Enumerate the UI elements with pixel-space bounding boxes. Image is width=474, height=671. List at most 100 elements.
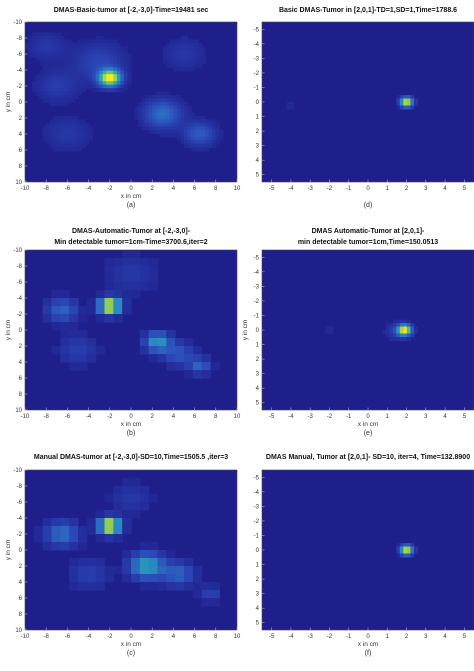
heatmap-cell	[166, 95, 171, 100]
heatmap-cell	[95, 534, 106, 543]
heatmap-cell	[123, 60, 129, 65]
heatmap-cell	[78, 84, 83, 89]
heatmap-cell	[131, 558, 141, 567]
heatmap-cell	[194, 46, 199, 51]
heatmap-cell	[173, 46, 178, 51]
heatmap-cell	[78, 314, 88, 323]
heatmap-cell	[95, 70, 100, 75]
heatmap-cell	[139, 574, 150, 583]
heatmap-cell	[410, 543, 415, 548]
heatmap-cell	[74, 115, 79, 120]
heatmap-cell	[120, 77, 125, 82]
heatmap-cell	[78, 77, 83, 82]
heatmap-cell	[102, 63, 107, 68]
heatmap-cell	[86, 354, 97, 363]
x-axis-label: x in cm	[121, 421, 142, 428]
heatmap-cell	[53, 143, 58, 148]
heatmap-cell	[176, 95, 182, 100]
heatmap-cell	[74, 133, 79, 138]
heatmap-cell	[69, 526, 79, 535]
heatmap-cell	[67, 74, 72, 79]
heatmap-cell	[42, 526, 53, 535]
heatmap-cell	[187, 49, 192, 54]
heatmap-cell	[70, 147, 76, 152]
heatmap-cell	[113, 494, 123, 503]
panel-label: (c)	[127, 650, 135, 657]
heatmap-cell	[176, 133, 182, 138]
heatmap-cell	[60, 354, 70, 363]
heatmap-cell	[176, 105, 182, 110]
heatmap-cell	[212, 133, 217, 138]
heatmap-cell	[131, 274, 141, 283]
heatmap-cell	[60, 91, 65, 96]
heatmap-cell	[63, 102, 68, 107]
heatmap-cell	[410, 330, 415, 335]
heatmap-cell	[63, 81, 68, 86]
heatmap-cell	[180, 115, 185, 120]
heatmap-cell	[162, 108, 167, 114]
heatmap-cell	[49, 102, 54, 107]
heatmap-cell	[389, 323, 394, 328]
chart-title: DMAS Automatic-Tumor at [2,0,1]-	[312, 228, 425, 235]
heatmap-cell	[159, 98, 164, 103]
heatmap-cell	[406, 546, 411, 551]
plot-background	[262, 470, 474, 630]
heatmap-cell	[95, 60, 100, 65]
heatmap-cell	[42, 126, 47, 131]
heatmap-cell	[159, 126, 164, 131]
x-tick-label: 2	[151, 186, 155, 192]
heatmap-cell	[116, 56, 121, 61]
heatmap-cell	[157, 550, 167, 559]
heatmap-cell	[88, 46, 93, 51]
heatmap-cell	[35, 56, 40, 61]
heatmap-cell	[32, 88, 37, 93]
heatmap-cell	[28, 53, 33, 58]
heatmap-cell	[53, 56, 58, 61]
y-tick-label: 6	[19, 596, 23, 602]
heatmap-cell	[413, 330, 419, 335]
plot-background	[262, 22, 474, 182]
heatmap-cell	[157, 346, 167, 355]
heatmap-cell	[187, 60, 192, 65]
heatmap-cell	[162, 129, 167, 134]
heatmap-cell	[396, 543, 401, 548]
heatmap-cell	[60, 77, 65, 82]
heatmap-cell	[102, 77, 107, 82]
heatmap-cell	[35, 91, 40, 96]
heatmap-cell	[159, 95, 164, 100]
panel-label: (a)	[127, 202, 136, 209]
y-tick-label: -10	[13, 468, 22, 474]
heatmap-cell	[85, 70, 90, 75]
heatmap-cell	[74, 119, 79, 124]
heatmap-cell	[385, 330, 390, 335]
heatmap-cell	[113, 566, 123, 575]
heatmap-cell	[56, 56, 61, 61]
heatmap-cell	[131, 282, 141, 291]
heatmap-cell	[131, 494, 141, 503]
heatmap-cell	[99, 53, 104, 58]
heatmap-cell	[42, 67, 47, 72]
heatmap-cell	[69, 534, 79, 543]
heatmap-cell	[67, 115, 72, 120]
heatmap-cell	[198, 42, 203, 47]
heatmap-cell	[39, 32, 44, 37]
heatmap-cell	[86, 574, 97, 583]
heatmap-cell	[39, 46, 44, 51]
heatmap-cell	[176, 60, 182, 65]
heatmap-cell	[145, 95, 150, 100]
heatmap-cell	[155, 91, 160, 96]
heatmap-cell	[176, 136, 182, 141]
heatmap-cell	[184, 122, 189, 127]
heatmap-cell	[173, 67, 178, 72]
heatmap-cell	[134, 115, 139, 120]
heatmap-cell	[120, 70, 125, 75]
heatmap-cell	[396, 323, 401, 328]
heatmap-cell	[81, 60, 86, 65]
heatmap-cell	[92, 70, 97, 75]
heatmap-cell	[85, 126, 90, 131]
y-tick-label: 0	[256, 100, 260, 106]
heatmap-cell	[152, 105, 157, 110]
heatmap-cell	[120, 67, 125, 72]
heatmap-cell	[166, 56, 171, 61]
heatmap-cell	[187, 129, 192, 134]
